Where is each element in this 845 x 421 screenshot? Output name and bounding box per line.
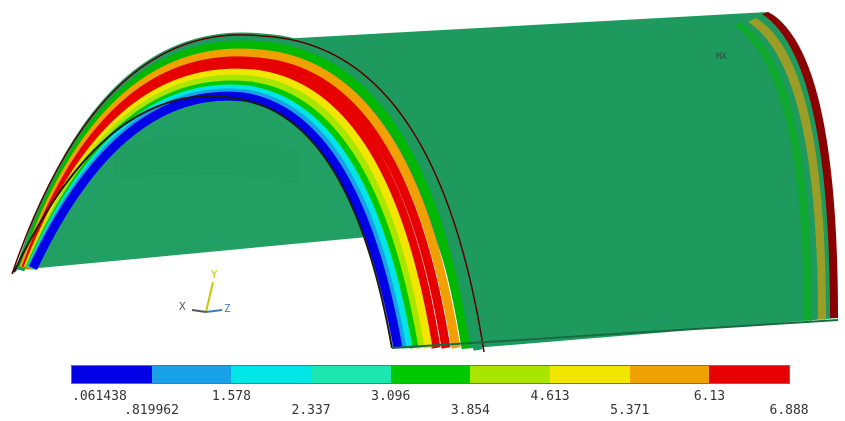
legend-tick-label: 2.337 xyxy=(291,403,331,418)
legend-tick-label: 1.578 xyxy=(211,389,251,404)
shell-bottom-edge xyxy=(391,319,839,349)
outer-rim-line xyxy=(11,34,485,353)
inner-mesh-region xyxy=(115,133,300,185)
legend-tick-label: 3.096 xyxy=(371,389,411,404)
legend-tick-label: 6.888 xyxy=(769,403,809,418)
legend-swatch xyxy=(709,366,790,383)
coordinate-triad xyxy=(191,281,223,313)
legend-swatch xyxy=(550,366,630,383)
legend-tick-label: .061438 xyxy=(72,389,127,404)
triad-x-label: X xyxy=(179,300,186,313)
max-marker: MX xyxy=(716,52,727,62)
legend-swatch xyxy=(231,366,312,383)
legend-swatch xyxy=(390,366,471,383)
legend-tick-label: 5.371 xyxy=(610,403,650,418)
legend-frame xyxy=(71,365,790,384)
legend-swatch xyxy=(151,366,232,383)
right-end-ring xyxy=(748,18,826,320)
legend-swatch xyxy=(72,366,152,383)
inner-rim-line xyxy=(13,95,393,349)
legend-tick-label: .819962 xyxy=(124,403,179,418)
legend-swatch xyxy=(629,366,710,383)
legend-swatch xyxy=(470,366,551,383)
legend-swatch xyxy=(311,366,391,383)
legend-tick-label: 4.613 xyxy=(530,389,570,404)
right-end-ring-green xyxy=(734,22,812,322)
contour-plot xyxy=(11,12,839,353)
front-end-contour-bands xyxy=(15,32,483,351)
triad-z-label: Z xyxy=(224,302,231,315)
triad-y-label: Y xyxy=(211,268,218,281)
legend-tick-label: 6.13 xyxy=(693,389,726,404)
right-end-edge xyxy=(762,12,838,318)
legend-tick-label: 3.854 xyxy=(450,403,490,418)
